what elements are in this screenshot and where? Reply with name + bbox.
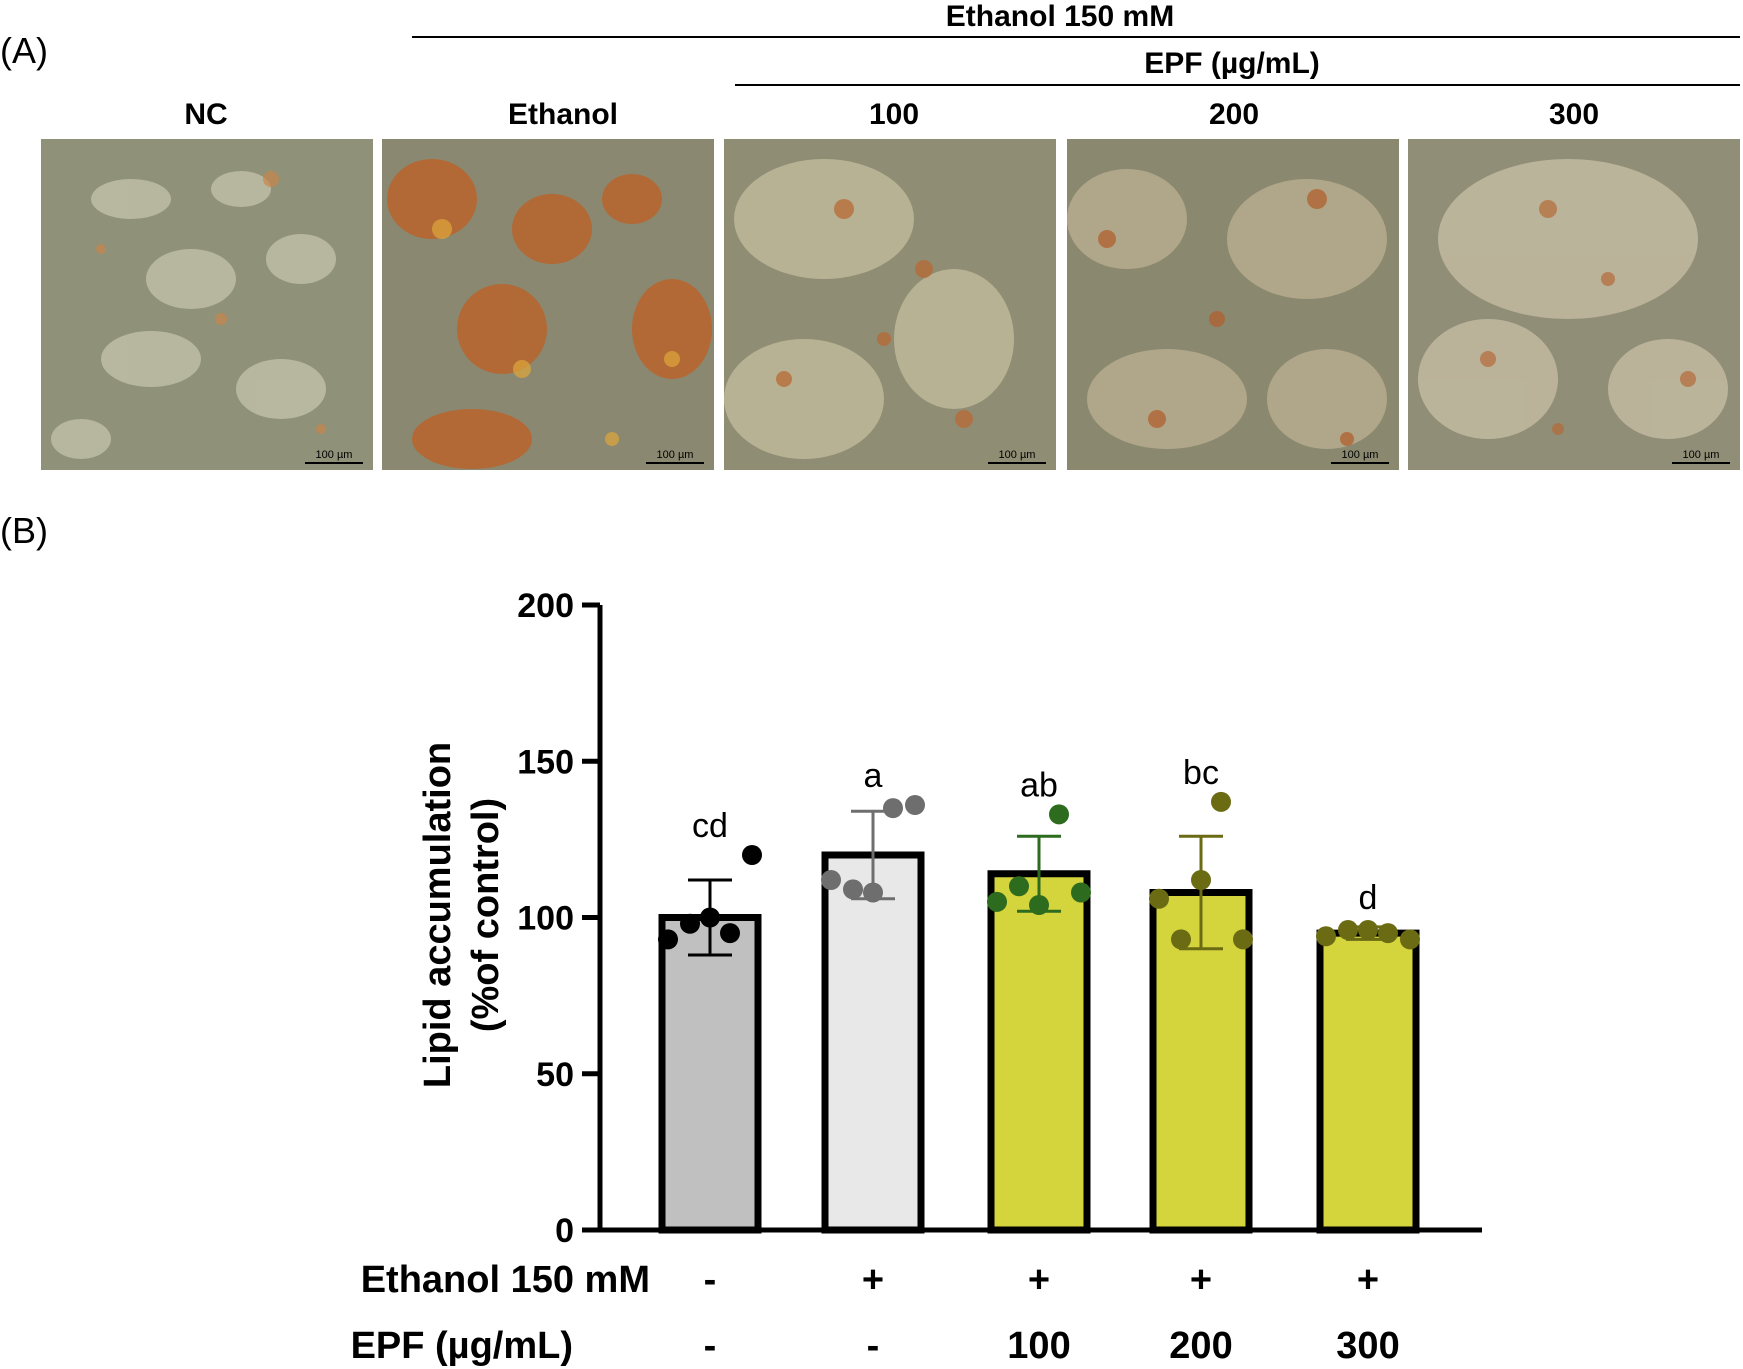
scale-bar-label: 100 µm (1341, 449, 1379, 461)
scale-bar-label: 100 µm (998, 449, 1036, 461)
ethanol-value-4: + (1357, 1259, 1379, 1301)
bar-0 (658, 914, 762, 1234)
epf-header-line (735, 84, 1740, 86)
micrograph-ethanol-picture (382, 139, 714, 470)
scale-bar-label: 100 µm (1682, 449, 1720, 461)
data-point (821, 870, 841, 890)
micrograph-nc-picture (41, 139, 373, 470)
data-point (1358, 920, 1378, 940)
y-axis-title-line1: Lipid accumulation (417, 742, 459, 1088)
scale-bar-200: 100 µm (1331, 449, 1389, 464)
data-point (905, 795, 925, 815)
micrograph-epf-300: 100 µm (1408, 139, 1740, 470)
bar-1 (821, 851, 925, 1234)
ethanol-header: Ethanol 150 mM (945, 0, 1175, 33)
epf-value-1: - (867, 1325, 880, 1367)
ethanol-value-2: + (1028, 1259, 1050, 1301)
data-point (1149, 888, 1169, 909)
image-label-ethanol: Ethanol (508, 98, 618, 131)
y-axis-title-line2: (%of control) (465, 798, 507, 1032)
image-label-200: 200 (1208, 98, 1260, 131)
data-point (720, 923, 740, 944)
data-point (1378, 923, 1398, 944)
y-tick-label: 150 (517, 743, 574, 781)
data-point (863, 882, 883, 903)
data-point (883, 798, 903, 819)
scale-bar-label: 100 µm (656, 449, 694, 461)
epf-value-4: 300 (1336, 1325, 1399, 1367)
epf-header: EPF (µg/mL) (1144, 47, 1320, 80)
data-point (700, 907, 720, 928)
y-tick-label: 0 (555, 1212, 574, 1250)
data-point (1071, 882, 1091, 903)
significance-letter-0: cd (692, 807, 728, 845)
scale-bar-ethanol: 100 µm (646, 449, 704, 464)
scale-bar-label: 100 µm (315, 449, 353, 461)
ethanol-value-0: - (704, 1259, 717, 1301)
panel-a-label: (A) (0, 30, 48, 71)
panel-b-label: (B) (0, 510, 48, 551)
micrograph-epf-200-picture (1067, 139, 1399, 470)
data-point (1211, 791, 1231, 812)
data-point (987, 891, 1007, 912)
data-point (1049, 804, 1069, 825)
epf-value-3: 200 (1169, 1325, 1232, 1367)
data-point (1171, 929, 1191, 950)
image-label-300: 300 (1548, 98, 1600, 131)
data-point (680, 913, 700, 934)
significance-letter-4: d (1359, 879, 1378, 917)
bar-2 (987, 870, 1091, 1234)
row-label-ethanol: Ethanol 150 mM (361, 1259, 650, 1301)
data-point (658, 929, 678, 950)
significance-letter-2: ab (1020, 766, 1058, 804)
significance-letter-3: bc (1183, 754, 1219, 792)
ethanol-value-3: + (1190, 1259, 1212, 1301)
ethanol-value-1: + (862, 1259, 884, 1301)
scale-bar-100: 100 µm (988, 449, 1046, 464)
image-label-100: 100 (868, 98, 920, 131)
micrograph-epf-100: 100 µm (724, 139, 1056, 470)
micrograph-epf-300-picture (1408, 139, 1740, 470)
y-tick-label: 50 (536, 1056, 574, 1094)
data-point (1400, 929, 1420, 950)
epf-value-2: 100 (1007, 1325, 1070, 1367)
epf-value-0: - (704, 1325, 717, 1367)
data-point (1009, 876, 1029, 897)
data-point (1338, 920, 1358, 940)
image-label-nc: NC (184, 98, 228, 131)
bar-4 (1316, 929, 1420, 1234)
scale-bar-nc: 100 µm (305, 449, 363, 464)
data-point (1233, 929, 1253, 950)
micrograph-ethanol: 100 µm (382, 139, 714, 470)
y-tick-label: 200 (517, 587, 574, 625)
micrograph-epf-100-picture (724, 139, 1056, 470)
data-point (1029, 895, 1049, 915)
row-label-epf: EPF (µg/mL) (351, 1325, 573, 1367)
micrograph-nc: 100 µm (41, 139, 373, 470)
micrograph-epf-200: 100 µm (1067, 139, 1399, 470)
data-point (1316, 926, 1336, 947)
ethanol-header-line (412, 36, 1740, 38)
scale-bar-300: 100 µm (1672, 449, 1730, 464)
data-point (1191, 870, 1211, 890)
y-tick-label: 100 (517, 900, 574, 938)
data-point (742, 845, 762, 865)
data-point (843, 879, 863, 900)
significance-letter-1: a (864, 757, 883, 795)
